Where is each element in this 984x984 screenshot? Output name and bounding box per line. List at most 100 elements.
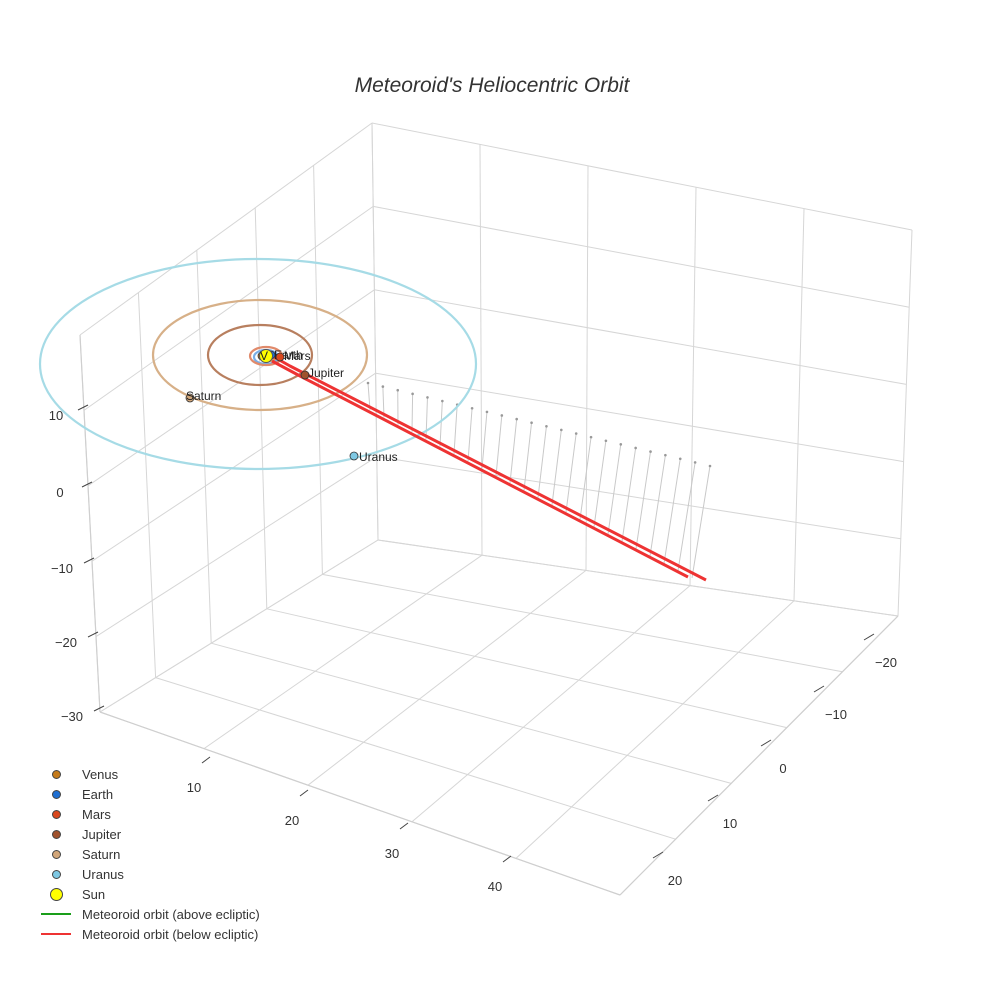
legend-item[interactable]: Meteoroid orbit (above ecliptic) (38, 904, 260, 924)
meteoroid-dropline-tip (560, 428, 563, 432)
z-tick-mark (87, 631, 99, 638)
legend-item[interactable]: Earth (38, 784, 260, 804)
meteoroid-dropline (425, 397, 428, 440)
grid-line (155, 677, 676, 840)
meteoroid-dropline-tip (545, 425, 548, 428)
meteoroid-dropline-tip (649, 450, 652, 453)
meteoroid-dropline (551, 429, 562, 506)
meteoroid-dropline (621, 447, 637, 542)
legend-item[interactable]: Meteoroid orbit (below ecliptic) (38, 924, 260, 944)
legend-marker (51, 849, 61, 859)
grid-line (897, 229, 913, 617)
legend-symbol (38, 764, 74, 784)
meteoroid-dropline-tip (441, 399, 444, 403)
meteoroid-dropline-tip (366, 381, 370, 385)
planet-saturn (185, 393, 195, 403)
meteoroid-dropline-tip (634, 446, 637, 450)
y-tick-mark (652, 851, 664, 859)
legend-item[interactable]: Mars (38, 804, 260, 824)
z-tick-mark (81, 481, 93, 488)
grid-line (689, 187, 697, 586)
meteoroid-dropline (607, 444, 622, 535)
meteoroid-path-inbound (271, 359, 689, 579)
meteoroid-dropline (663, 458, 681, 564)
legend-label: Mars (82, 806, 111, 822)
grid-line (374, 289, 907, 385)
z-axis-line (79, 334, 101, 713)
legend-item[interactable]: Sun (38, 884, 260, 904)
meteoroid-dropline-tip (411, 392, 414, 396)
legend-symbol (38, 904, 74, 924)
z-tick-label: 0 (56, 485, 63, 500)
legend-label: Saturn (82, 846, 121, 862)
planet-label-mars: Mars (284, 349, 311, 363)
planet-mars (275, 352, 285, 362)
meteoroid-orbit (271, 355, 707, 582)
planet-label-jupiter: Jupiter (308, 366, 344, 380)
y-tick-label: 10 (723, 816, 737, 831)
meteoroid-dropline-tip (381, 385, 385, 388)
grid-line (322, 573, 843, 673)
meteoroid-dropline (649, 455, 666, 557)
legend-label: Meteoroid orbit (above ecliptic) (82, 906, 260, 922)
y-tick-label: 0 (779, 761, 786, 776)
x-tick-mark (299, 789, 309, 797)
meteoroid-dropline-tip (589, 435, 593, 439)
legend-label: Earth (82, 786, 114, 802)
grid-line (411, 585, 691, 823)
grid-line (211, 642, 732, 784)
x-tick-label: 20 (285, 813, 299, 828)
legend-symbol (38, 864, 74, 884)
planet-jupiter (300, 370, 310, 380)
legend-item[interactable]: Jupiter (38, 824, 260, 844)
grid-line (515, 600, 795, 859)
y-tick-label: −20 (875, 655, 897, 670)
legend-item[interactable]: Saturn (38, 844, 260, 864)
meteoroid-dropline-tip (678, 457, 682, 461)
grid-line (196, 250, 212, 644)
y-tick-label: −10 (825, 707, 847, 722)
grid-line (377, 539, 899, 617)
grid-line (585, 165, 589, 571)
meteoroid-dropline-tip (604, 439, 608, 443)
legend-item[interactable]: Uranus (38, 864, 260, 884)
legend-marker (51, 829, 61, 839)
planet-uranus (349, 451, 359, 461)
legend-line (41, 913, 71, 915)
y-axis-line (619, 615, 899, 896)
meteoroid-dropline-tip (530, 421, 533, 424)
y-tick-label: 20 (668, 873, 682, 888)
z-tick-label: −10 (51, 561, 73, 576)
x-tick-mark (399, 822, 409, 830)
grid-line (371, 122, 379, 541)
legend-label: Meteoroid orbit (below ecliptic) (82, 926, 259, 942)
sun-label: V (260, 349, 268, 363)
z-tick-label: −20 (55, 635, 77, 650)
grid-line (307, 570, 587, 786)
y-tick-mark (760, 739, 772, 747)
planet-label-uranus: Uranus (359, 450, 398, 464)
legend-label: Jupiter (82, 826, 122, 842)
z-tick-mark (83, 557, 95, 564)
grid-line (313, 165, 323, 575)
x-tick-label: 40 (488, 879, 502, 894)
chart-title: Meteoroid's Heliocentric Orbit (354, 74, 630, 97)
x-tick-mark (201, 756, 211, 764)
meteoroid-dropline (523, 422, 533, 491)
meteoroid-dropline (537, 426, 547, 498)
planet-label-saturn: Saturn (186, 389, 221, 403)
grid-line (95, 456, 378, 638)
meteoroid-dropline-tip (485, 410, 489, 414)
legend-marker (49, 887, 63, 901)
x-tick-mark (502, 855, 512, 863)
grid-line (137, 292, 157, 678)
meteoroid-dropline-tip (619, 443, 623, 446)
meteoroid-dropline-tip (500, 414, 504, 417)
legend-item[interactable]: Venus (38, 764, 260, 784)
legend-symbol (38, 884, 74, 904)
grid-line (793, 208, 805, 601)
grid-line (83, 205, 374, 411)
legend-marker (51, 789, 61, 799)
